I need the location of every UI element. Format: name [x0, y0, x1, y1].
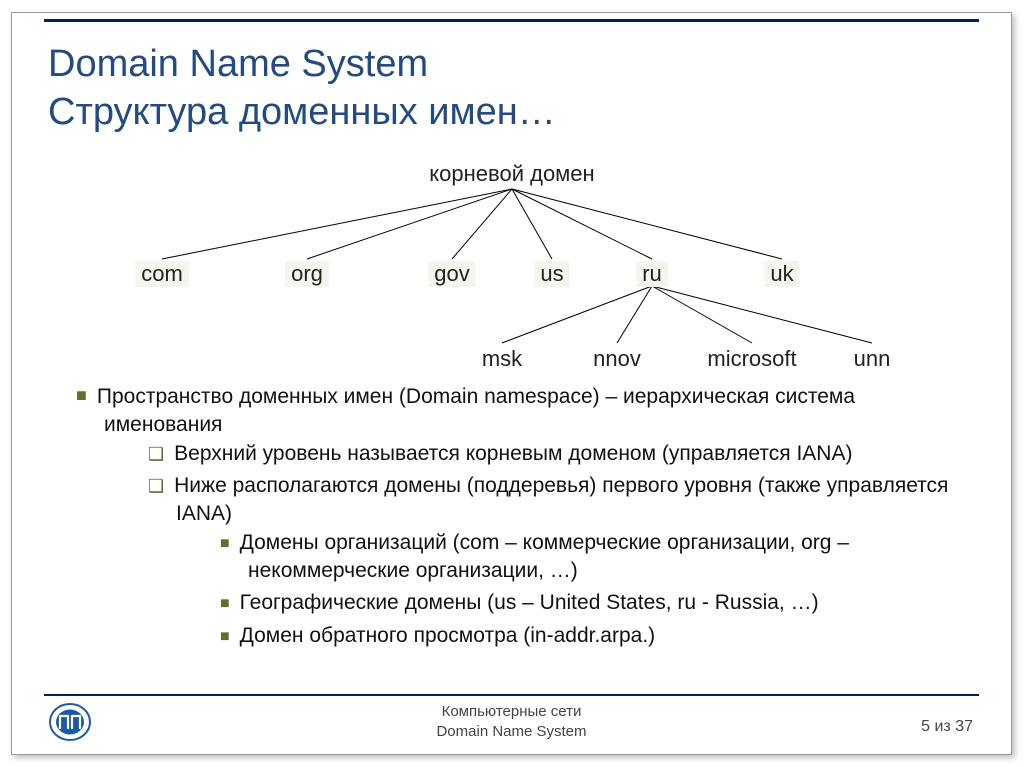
- root-domain-label: корневой домен: [52, 161, 972, 187]
- tld-label: org: [285, 261, 329, 287]
- bullet-l1: Пространство доменных имен (Domain names…: [76, 383, 971, 650]
- bullet-l3-text: Домены организаций (com – коммерческие о…: [240, 531, 849, 582]
- tld-label: com: [135, 261, 189, 287]
- bullet-l2-text: Верхний уровень называется корневым доме…: [174, 442, 852, 465]
- bullet-l2: Ниже располагаются домены (поддеревья) п…: [148, 472, 971, 650]
- domain-tree: корневой домен comorggovusruuk msknnovmi…: [52, 161, 972, 361]
- subdomain-label: msk: [482, 346, 522, 372]
- bullet-l2-text: Ниже располагаются домены (поддеревья) п…: [174, 474, 948, 525]
- footer-text: Компьютерные сети Domain Name System: [44, 702, 979, 741]
- tld-label: ru: [636, 261, 668, 287]
- footer-line-1: Компьютерные сети: [442, 703, 582, 720]
- bullet-content: Пространство доменных имен (Domain names…: [52, 383, 971, 654]
- footer-line-2: Domain Name System: [436, 723, 586, 740]
- page-number: 5 из 37: [921, 718, 973, 736]
- bullet-l1-text: Пространство доменных имен (Domain names…: [97, 385, 855, 436]
- bullet-l2: Верхний уровень называется корневым доме…: [148, 440, 971, 468]
- tld-label: gov: [428, 261, 475, 287]
- bullet-l3: Домены организаций (com – коммерческие о…: [220, 529, 971, 586]
- tree-lines: [52, 161, 972, 361]
- subdomain-label: microsoft: [707, 346, 796, 372]
- bullet-l3-text: Географические домены (us – United State…: [240, 591, 819, 614]
- tld-label: uk: [764, 261, 799, 287]
- footer-rule: [44, 694, 979, 696]
- tld-label: us: [534, 261, 569, 287]
- subdomain-label: unn: [854, 346, 891, 372]
- slide: Domain Name System Структура доменных им…: [11, 12, 1012, 755]
- bullet-l3: Географические домены (us – United State…: [220, 589, 971, 617]
- bullet-l3: Домен обратного просмотра (in-addr.arpa.…: [220, 622, 971, 650]
- slide-title: Domain Name System Структура доменных им…: [48, 41, 975, 136]
- top-rule: [44, 19, 979, 22]
- footer: Компьютерные сети Domain Name System 5 и…: [44, 700, 979, 744]
- title-line-2: Структура доменных имен…: [48, 91, 556, 133]
- subdomain-label: nnov: [593, 346, 641, 372]
- bullet-l3-text: Домен обратного просмотра (in-addr.arpa.…: [240, 624, 656, 647]
- title-line-1: Domain Name System: [48, 43, 428, 85]
